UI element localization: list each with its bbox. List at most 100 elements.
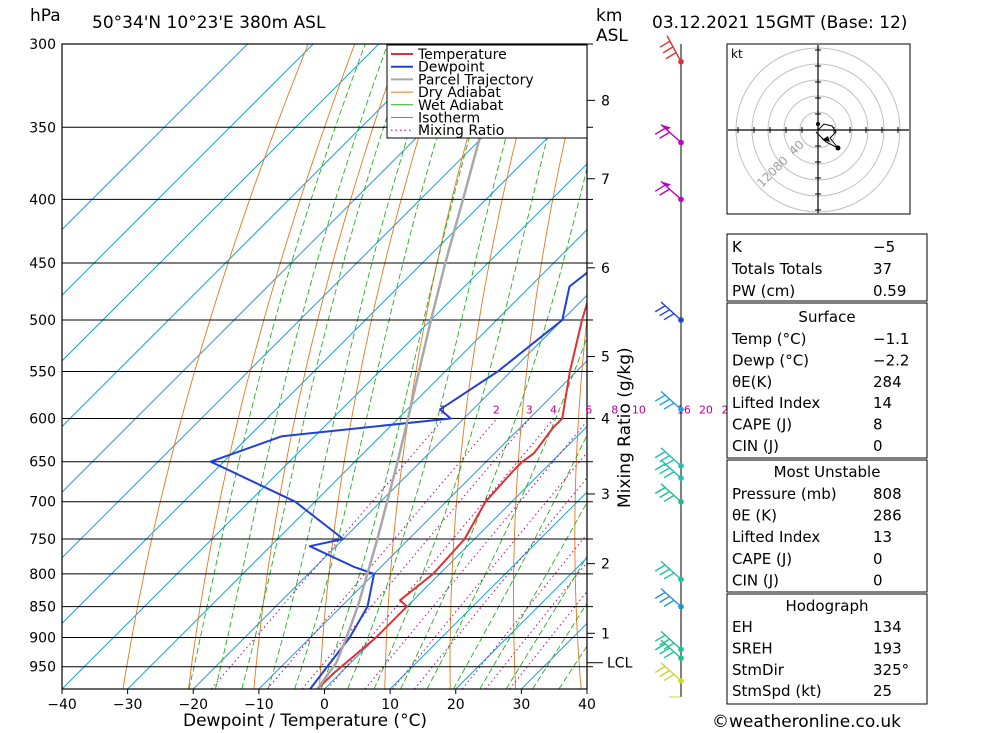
wind-barb-feather <box>654 463 666 471</box>
most-unstable-row-value: 808 <box>873 485 902 503</box>
wind-barb-feather <box>654 665 666 674</box>
datetime-label: 03.12.2021 15GMT (Base: 12) <box>652 13 907 33</box>
dry-adiabat-line <box>384 44 495 689</box>
surface-row-value: 8 <box>873 416 883 434</box>
wind-barb-feather <box>663 471 675 479</box>
mixing-ratio-line <box>392 451 587 689</box>
hodograph-row-value: 134 <box>873 618 902 636</box>
most-unstable-title: Most Unstable <box>774 463 881 481</box>
height-unit-asl-label: ASL <box>596 26 628 46</box>
height-tick-label: 1 <box>601 626 610 642</box>
height-unit-label: km <box>596 6 622 26</box>
location-label: 50°34'N 10°23'E 380m ASL <box>92 13 326 33</box>
hodograph-row-label: StmDir <box>732 661 785 679</box>
most-unstable-row-value: 0 <box>873 571 883 589</box>
most-unstable-box <box>726 459 928 593</box>
index-value: 37 <box>873 260 892 278</box>
legend-item: Mixing Ratio <box>418 123 504 139</box>
wind-level-dot <box>678 498 684 505</box>
credit-label: ©weatheronline.co.uk <box>712 712 901 732</box>
temperature-tick-label: −20 <box>178 697 208 713</box>
hodograph-row-value: 325° <box>873 661 909 679</box>
surface-row-label: θE(K) <box>732 373 772 391</box>
wind-barb-feather <box>654 643 666 651</box>
surface-row-label: Dewp (°C) <box>732 351 809 369</box>
wet-adiabat-lines <box>188 44 587 689</box>
wind-barb-feather <box>663 402 675 410</box>
wind-barb-staff <box>660 483 682 503</box>
wind-barb-feather <box>654 184 666 192</box>
most-unstable-row-label: Lifted Index <box>732 528 820 546</box>
isotherm-line <box>62 44 511 493</box>
isotherm-line <box>455 557 587 689</box>
isotherm-line <box>62 44 445 428</box>
pressure-tick-label: 850 <box>29 600 56 616</box>
pressure-tick-label: 750 <box>29 532 56 548</box>
hodograph-table-box <box>726 593 928 705</box>
dry-adiabat-line <box>956 44 1000 689</box>
wind-level-dot <box>678 655 684 661</box>
wet-adiabat-line <box>267 44 438 689</box>
mixing-ratio-tick-label: 4 <box>550 403 557 416</box>
mixing-ratio-labels: 12346810162025 <box>440 403 736 416</box>
wind-barb-feather <box>659 131 670 139</box>
most-unstable-row-value: 286 <box>873 507 902 525</box>
mixing-ratio-tick-label: 2 <box>493 403 500 416</box>
wind-barb-feather <box>654 634 666 642</box>
most-unstable-row-value: 0 <box>873 550 883 568</box>
mixing-ratio-lines <box>210 418 587 689</box>
wind-barb-feather <box>659 309 670 317</box>
temperature-tick-label: 40 <box>578 697 596 713</box>
hodograph-row-label: EH <box>732 618 753 636</box>
lcl-label: LCL <box>607 656 633 672</box>
wind-barb-feather <box>659 669 670 678</box>
isotherm-line <box>62 97 587 625</box>
wind-barb-feather <box>663 572 675 580</box>
isotherm-line <box>62 44 314 296</box>
wind-level-dot <box>678 463 684 469</box>
wet-adiabat-line <box>479 501 587 689</box>
parcel-trajectory-line <box>316 44 509 689</box>
index-label: Totals Totals <box>731 260 823 278</box>
dry-adiabat-line <box>513 44 587 689</box>
index-value: 0.59 <box>873 282 906 300</box>
height-tick-label: 8 <box>601 93 610 109</box>
wind-level-dot <box>678 406 684 413</box>
wind-level-dot <box>678 677 684 684</box>
temperature-tick-label: −10 <box>244 697 274 713</box>
legend-item: Wet Adiabat <box>418 98 504 114</box>
isotherm-line <box>389 491 587 689</box>
legend-item: Dewpoint <box>418 60 485 76</box>
wind-level-dot <box>678 58 684 65</box>
surface-row-label: Temp (°C) <box>731 330 806 348</box>
surface-row-value: −2.2 <box>873 351 909 369</box>
pressure-tick-label: 500 <box>29 313 56 329</box>
dry-adiabat-line <box>318 44 449 689</box>
wind-barb-feather <box>659 638 670 646</box>
surface-row-label: Lifted Index <box>732 394 820 412</box>
wind-barb-feather <box>654 564 666 572</box>
index-label: PW (cm) <box>732 282 795 300</box>
wind-barb-staff <box>660 390 682 410</box>
mixing-ratio-tick-label: 10 <box>632 403 646 416</box>
isotherm-line <box>62 163 587 689</box>
most-unstable-row-label: θE (K) <box>732 507 777 525</box>
surface-title: Surface <box>798 308 855 326</box>
most-unstable-row-label: Pressure (mb) <box>732 485 837 503</box>
wind-barb-staff <box>660 301 682 321</box>
wind-barb-feather <box>654 486 666 495</box>
wind-barb-feather <box>654 394 666 402</box>
wind-level-dot <box>678 196 684 203</box>
dry-adiabat-line <box>122 44 309 689</box>
pressure-tick-label: 550 <box>29 364 56 380</box>
legend-item: Dry Adiabat <box>418 85 501 101</box>
isotherm-line <box>62 44 380 362</box>
wind-barb-staff <box>660 639 682 659</box>
wind-barb-staff <box>660 447 682 467</box>
wet-adiabat-line <box>241 44 413 689</box>
hodograph-row-value: 25 <box>873 682 892 700</box>
pressure-tick-label: 600 <box>29 411 56 427</box>
mixing-ratio-axis-label: Mixing Ratio (g/kg) <box>615 347 635 508</box>
wind-level-dot <box>678 139 684 146</box>
mixing-ratio-line <box>364 420 587 689</box>
